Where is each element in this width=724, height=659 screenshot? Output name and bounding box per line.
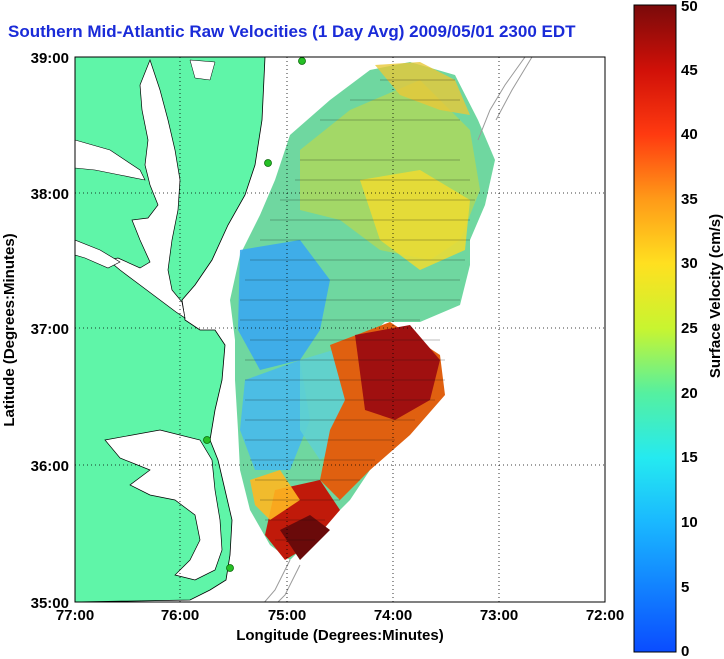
colorbar-tick: 0 xyxy=(681,643,689,659)
station-marker xyxy=(203,436,211,444)
x-tick-labels: 77:00 76:00 75:00 74:00 73:00 72:00 xyxy=(56,607,624,624)
colorbar-tick: 25 xyxy=(681,320,698,337)
y-tick-label: 36:00 xyxy=(31,458,69,475)
colorbar-tick: 50 xyxy=(681,0,698,15)
station-marker xyxy=(226,564,234,572)
chart-title: Southern Mid-Atlantic Raw Velocities (1 … xyxy=(8,22,576,41)
hf-radar-stations xyxy=(203,57,306,572)
y-tick-label: 38:00 xyxy=(31,186,69,203)
colorbar-tick: 45 xyxy=(681,62,698,79)
y-tick-label: 39:00 xyxy=(31,50,69,67)
james-river xyxy=(75,239,121,269)
chesapeake-bay xyxy=(107,58,186,319)
pamlico-sound xyxy=(104,429,223,581)
title-area: Southern Mid-Atlantic Raw Velocities (1 … xyxy=(0,0,633,60)
velocity-field xyxy=(230,62,495,560)
delaware-bay xyxy=(189,59,216,81)
x-tick-label: 77:00 xyxy=(56,607,94,624)
grid-lines xyxy=(75,57,605,602)
x-axis-label: Longitude (Degrees:Minutes) xyxy=(236,627,444,644)
colorbar-tick: 30 xyxy=(681,255,698,272)
land-mass xyxy=(75,57,266,602)
y-tick-label: 37:00 xyxy=(31,321,69,338)
x-tick-label: 74:00 xyxy=(374,607,412,624)
colorbar-label: Surface Velocity (cm/s) xyxy=(707,214,724,378)
y-tick-labels: 39:00 38:00 37:00 36:00 35:00 xyxy=(31,50,69,612)
potomac-river xyxy=(75,139,146,181)
station-marker xyxy=(264,159,272,167)
x-tick-label: 75:00 xyxy=(268,607,306,624)
y-tick-label: 35:00 xyxy=(31,595,69,612)
x-tick-label: 73:00 xyxy=(480,607,518,624)
x-tick-label: 72:00 xyxy=(586,607,624,624)
plot-frame xyxy=(74,56,606,603)
colorbar-tick: 20 xyxy=(681,385,698,402)
colorbar-tick-labels: 0 5 10 15 20 25 30 35 40 45 50 xyxy=(681,0,698,659)
colorbar-tick: 40 xyxy=(681,126,698,143)
colorbar-tick: 35 xyxy=(681,191,698,208)
colorbar xyxy=(633,4,677,653)
colorbar-tick: 10 xyxy=(681,514,698,531)
velocity-arrows xyxy=(240,79,475,541)
x-tick-label: 76:00 xyxy=(161,607,199,624)
colorbar-tick: 15 xyxy=(681,449,698,466)
y-axis-label: Latitude (Degrees:Minutes) xyxy=(1,233,18,426)
colorbar-tick: 5 xyxy=(681,579,689,596)
